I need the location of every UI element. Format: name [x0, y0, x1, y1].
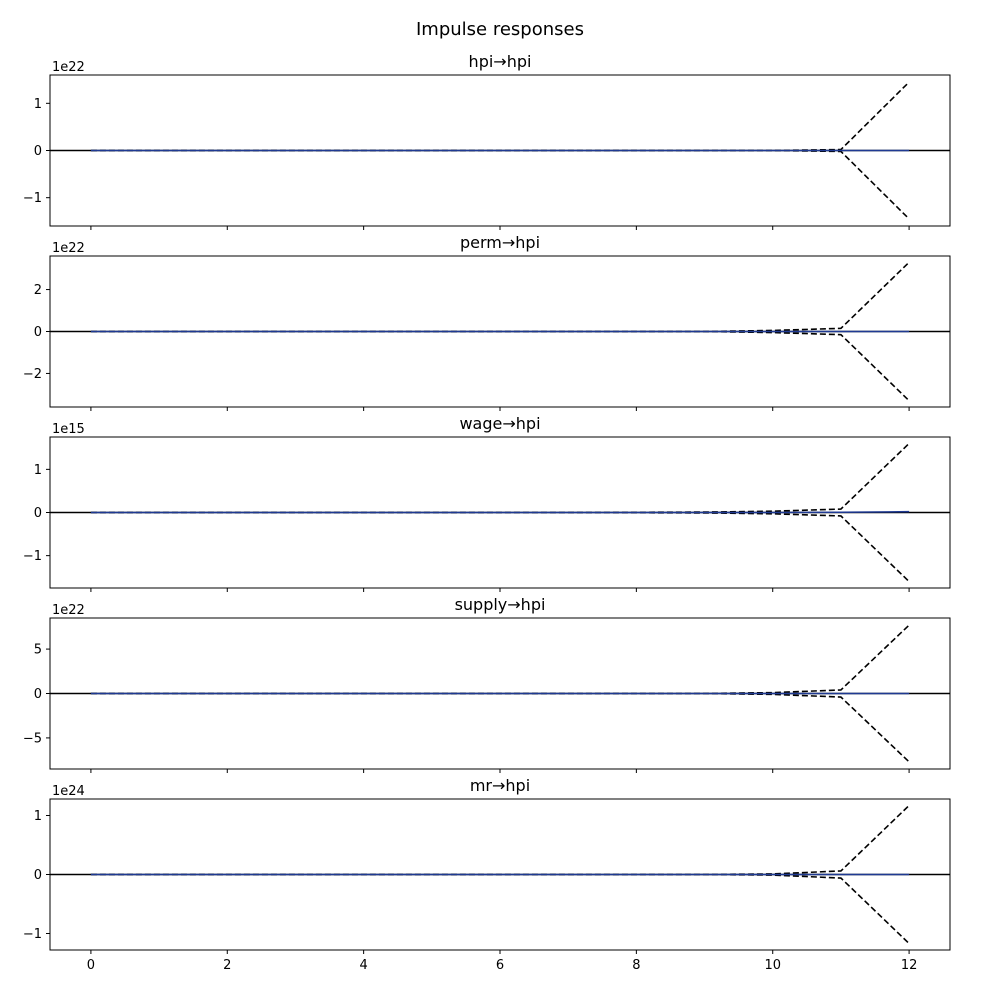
y-offset-label: 1e24	[52, 784, 85, 799]
y-tick-label: 1	[34, 809, 42, 824]
y-tick-label: 0	[34, 506, 42, 521]
upper-confidence-band	[90, 81, 910, 152]
y-offset-label: 1e15	[52, 422, 85, 437]
subplot-1: perm→hpi 1e22 −2 0 2	[23, 233, 951, 411]
x-tick-label: 6	[496, 958, 504, 973]
subplot-2: wage→hpi 1e15 −1 0 1	[23, 414, 951, 592]
axes-frame	[49, 798, 951, 951]
axes-frame	[49, 74, 951, 227]
y-tick-label: −1	[23, 549, 42, 564]
y-tick-label: 1	[34, 97, 42, 112]
subplot-3: supply→hpi 1e22 −5 0 5	[23, 595, 951, 773]
lower-confidence-band	[90, 873, 910, 945]
lower-confidence-band	[90, 330, 910, 402]
lower-confidence-band	[90, 692, 910, 763]
y-tick-label: 0	[34, 687, 42, 702]
upper-confidence-band	[90, 442, 910, 514]
x-tick-label: 2	[223, 958, 231, 973]
y-tick-label: 0	[34, 144, 42, 159]
subplot-panels: hpi→hpi 1e22 −1 0 1 perm→hpi 1e22 −2 0 2 wage→hpi 1…	[23, 52, 951, 973]
y-tick-label: 0	[34, 325, 42, 340]
subplot-0: hpi→hpi 1e22 −1 0 1	[23, 52, 951, 230]
y-offset-label: 1e22	[52, 60, 85, 75]
y-offset-label: 1e22	[52, 603, 85, 618]
subplot-title: perm→hpi	[460, 233, 540, 252]
y-tick-label: 5	[34, 643, 42, 658]
y-tick-label: −1	[23, 927, 42, 942]
y-offset-label: 1e22	[52, 241, 85, 256]
upper-confidence-band	[90, 804, 910, 876]
y-tick-label: −2	[23, 367, 42, 382]
x-tick-label: 4	[359, 958, 367, 973]
x-tick-label: 12	[901, 958, 918, 973]
figure-title: Impulse responses	[416, 19, 584, 40]
y-tick-label: 2	[34, 283, 42, 298]
axes-frame	[49, 617, 951, 770]
x-tick-label: 8	[632, 958, 640, 973]
x-tick-label: 10	[764, 958, 781, 973]
y-tick-label: −5	[23, 731, 42, 746]
subplot-title: wage→hpi	[459, 414, 540, 433]
axes-frame	[49, 436, 951, 589]
subplot-title: hpi→hpi	[469, 52, 532, 71]
axes-frame	[49, 255, 951, 408]
upper-confidence-band	[90, 261, 910, 333]
y-tick-label: 0	[34, 868, 42, 883]
subplot-title: mr→hpi	[470, 776, 530, 795]
y-tick-label: 1	[34, 463, 42, 478]
upper-confidence-band	[90, 624, 910, 695]
lower-confidence-band	[90, 511, 910, 583]
lower-confidence-band	[90, 149, 910, 220]
y-tick-label: −1	[23, 191, 42, 206]
impulse-response-line	[90, 510, 910, 514]
x-tick-label: 0	[87, 958, 95, 973]
subplot-title: supply→hpi	[455, 595, 546, 614]
